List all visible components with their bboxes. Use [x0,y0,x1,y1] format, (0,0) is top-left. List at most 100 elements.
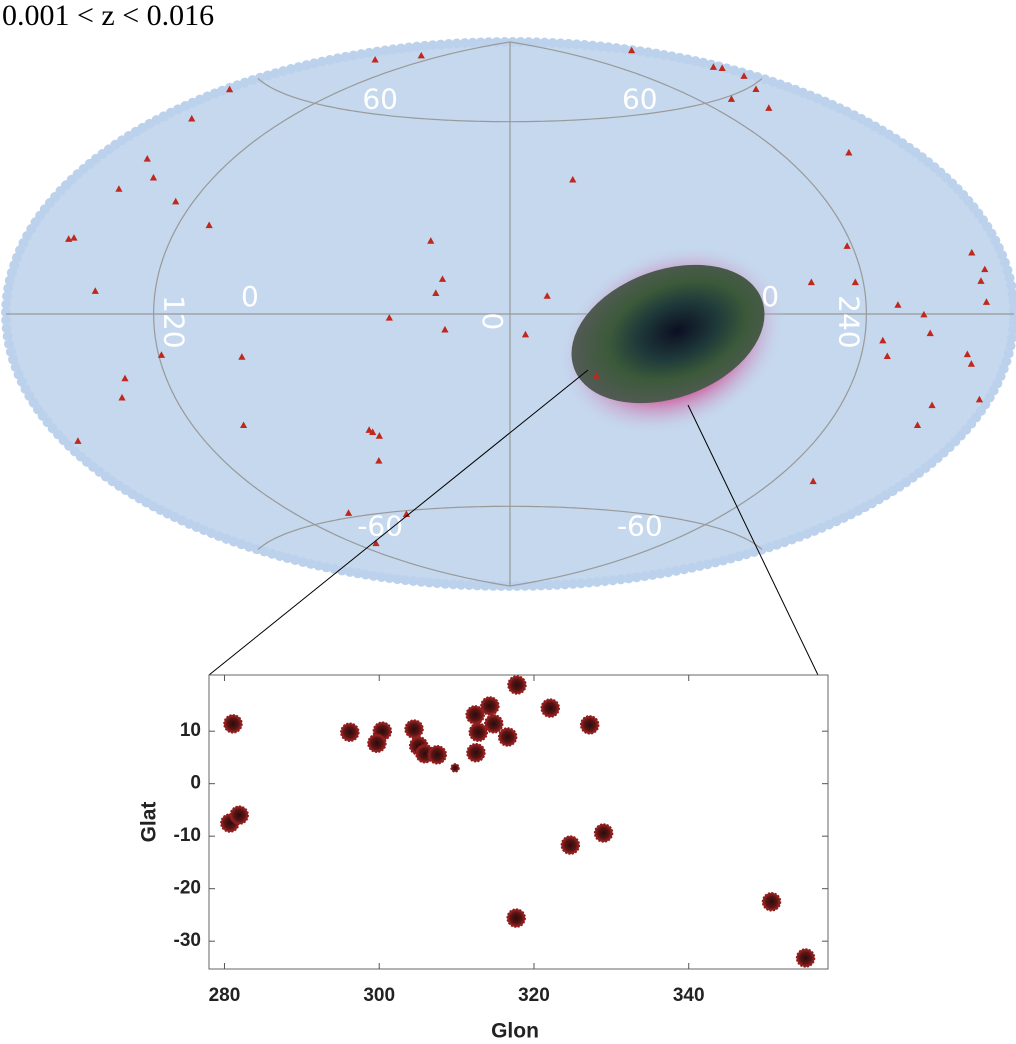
x-tick-label: 320 [518,985,550,1006]
point [497,727,518,747]
source-marker [521,330,530,338]
source-marker [879,336,887,344]
source-marker [740,72,748,79]
source-marker [977,277,985,284]
point [761,892,782,912]
source-marker [569,175,577,183]
source-marker [718,64,726,71]
x-tick-label: 300 [363,985,395,1006]
chart-title: 0.001 < z < 0.016 [2,0,214,32]
source-marker [143,155,151,162]
source-marker [115,185,123,192]
source-marker [371,55,379,63]
point [229,805,249,825]
source-marker [417,51,425,59]
point [427,745,448,765]
source-marker [375,456,383,464]
source-marker [765,104,773,111]
source-marker [65,235,73,242]
source-marker [344,509,353,516]
source-marker [963,350,971,358]
point [468,722,489,742]
source-marker [188,114,196,122]
source-marker [928,401,936,409]
source-marker [843,242,851,249]
source-marker [441,325,449,333]
y-tick-label: -30 [174,930,201,951]
source-marker [982,298,991,305]
point [223,714,243,734]
meridian-label: 240 [832,295,865,348]
graticule [6,41,1014,587]
source-marker [845,148,853,156]
source-marker [926,329,934,337]
parallel [257,505,763,551]
source-marker [709,63,718,70]
x-tick-label: 340 [673,985,705,1006]
source-marker [981,265,989,273]
parallel [257,77,763,123]
source-marker [913,421,922,429]
source-marker [70,234,78,241]
source-marker [592,371,601,379]
y-tick-label: 0 [190,773,201,794]
zoom-region [571,264,765,404]
y-tick-label: -20 [174,878,201,899]
point [404,719,424,739]
zoom-line [687,404,819,676]
parallel-label: 60 [362,83,398,116]
point [340,722,360,742]
source-marker [225,85,234,93]
source-marker [543,292,551,299]
source-marker [385,314,393,321]
source-marker [121,374,129,382]
source-marker [74,437,82,444]
point [579,715,600,735]
source-marker [427,237,435,244]
source-marker [894,301,902,308]
zoom-line [208,369,589,676]
point [507,675,527,695]
source-marker [752,85,760,93]
source-marker [118,393,126,401]
point [367,733,387,753]
source-marker [432,289,440,297]
source-marker [807,278,815,286]
point [560,835,581,855]
y-axis-label: Glat [138,802,161,843]
source-marker [172,197,180,205]
source-marker [372,539,380,547]
meridian-label: 120 [158,295,191,348]
parallel-label: 60 [622,83,658,116]
point [593,823,614,843]
point [506,908,526,928]
source-marker [968,248,976,256]
y-tick-label: -10 [174,825,201,846]
source-marker [365,426,373,433]
source-marker [883,352,891,360]
source-marker [438,275,447,282]
source-marker [809,477,817,485]
source-marker [851,278,859,286]
sky-sources [65,46,991,547]
point [483,714,504,734]
parallel-label: -60 [617,509,663,542]
source-marker [727,95,736,102]
source-marker [239,421,248,429]
source-marker [375,432,383,439]
source-marker [238,353,246,360]
point [540,698,560,718]
source-marker [975,395,984,403]
inset-plot: 280 300 320 340 10 0 -10 -20 -30 [174,675,828,1006]
source-marker [628,46,636,54]
source-marker [967,360,975,367]
source-marker [157,351,166,358]
point [795,948,816,968]
y-tick-label: 10 [180,720,201,741]
point [450,763,460,773]
source-marker [369,428,377,436]
parallel-label: 0 [241,280,259,313]
